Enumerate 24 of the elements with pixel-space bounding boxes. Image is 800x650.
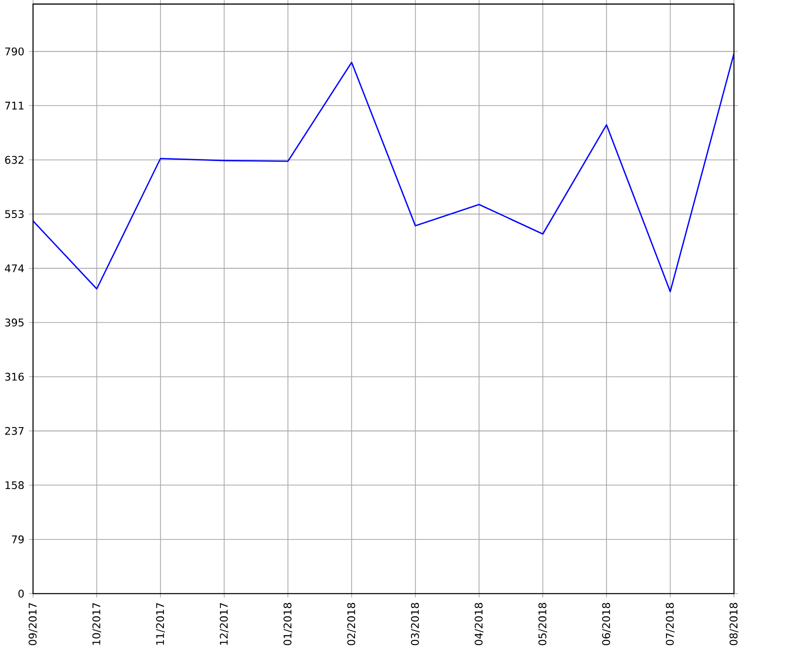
x-tick-label: 12/2017 xyxy=(220,602,229,645)
x-tick-label: 05/2018 xyxy=(538,602,548,646)
y-tick-label: 0 xyxy=(18,589,24,598)
y-tick-label: 632 xyxy=(5,156,24,164)
x-tick-label: 09/2017 xyxy=(28,602,38,646)
y-tick-label: 790 xyxy=(5,47,24,56)
x-tick-label: 07/2018 xyxy=(666,602,675,646)
y-tick-label: 237 xyxy=(5,426,24,435)
y-tick-label: 158 xyxy=(6,481,24,490)
y-tick-label: 474 xyxy=(4,264,24,272)
line-series xyxy=(33,52,734,292)
x-tick-label: 04/2018 xyxy=(474,602,484,646)
x-tick-label: 06/2018 xyxy=(602,602,611,646)
y-tick-label: 79 xyxy=(12,535,24,544)
y-tick-label: 316 xyxy=(5,372,24,381)
x-tick-label: 02/2018 xyxy=(347,602,356,646)
x-tick-label: 11/2017 xyxy=(156,602,165,645)
x-tick-label: 03/2018 xyxy=(410,602,420,646)
x-tick-label: 01/2018 xyxy=(284,602,292,646)
y-tick-label: 395 xyxy=(5,318,24,326)
x-tick-label: 10/2017 xyxy=(92,602,102,645)
x-tick-label: 08/2018 xyxy=(730,602,738,646)
y-tick-label: 553 xyxy=(5,210,24,218)
y-tick-label: 711 xyxy=(5,102,24,110)
